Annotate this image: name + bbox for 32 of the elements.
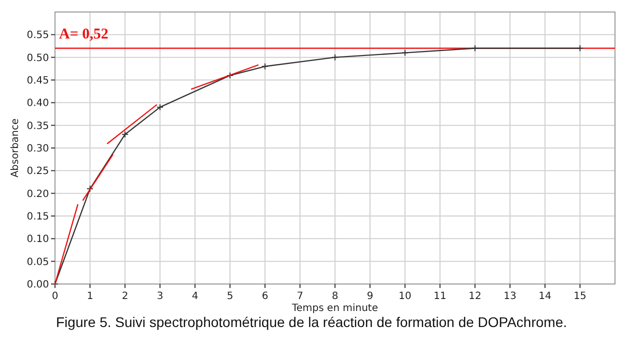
x-tick-label: 12 <box>468 291 482 302</box>
x-tick-label: 11 <box>434 291 446 302</box>
y-axis-title: Absorbance <box>10 118 21 178</box>
y-tick-label: 0.45 <box>26 76 49 86</box>
y-tick-label: 0.05 <box>26 256 49 268</box>
x-tick-label: 9 <box>366 291 374 302</box>
y-tick-label: 0.10 <box>26 234 49 246</box>
y-tick-label: 0.30 <box>26 144 49 154</box>
x-tick-label: 7 <box>296 291 304 302</box>
x-tick-label: 10 <box>398 291 412 302</box>
y-tick-label: 0.00 <box>26 280 49 290</box>
ref-line-label: A= 0,52 <box>59 26 108 42</box>
x-tick-label: 6 <box>262 291 268 302</box>
y-tick-label: 0.40 <box>26 98 49 110</box>
y-tick-label: 0.35 <box>26 120 49 132</box>
y-tick-label: 0.25 <box>26 166 49 178</box>
x-tick-label: 15 <box>574 291 586 302</box>
x-tick-label: 0 <box>52 291 58 302</box>
x-tick-label: 14 <box>538 291 552 302</box>
x-tick-label: 13 <box>504 291 516 302</box>
x-tick-label: 3 <box>156 291 164 302</box>
x-tick-label: 4 <box>192 291 198 302</box>
x-tick-label: 8 <box>332 291 338 302</box>
y-tick-label: 0.55 <box>26 30 49 42</box>
y-tick-label: 0.50 <box>26 52 49 64</box>
x-tick-label: 1 <box>86 291 94 302</box>
y-tick-label: 0.20 <box>26 188 49 200</box>
x-tick-label: 5 <box>226 291 234 302</box>
y-tick-label: 0.15 <box>26 212 49 222</box>
text: Figure 5. Suivi spectrophotométrique de la réaction de formation de DOPAchrome. <box>56 314 567 330</box>
x-axis-title: Temps en minute <box>291 303 378 314</box>
x-tick-label: 2 <box>122 291 128 302</box>
